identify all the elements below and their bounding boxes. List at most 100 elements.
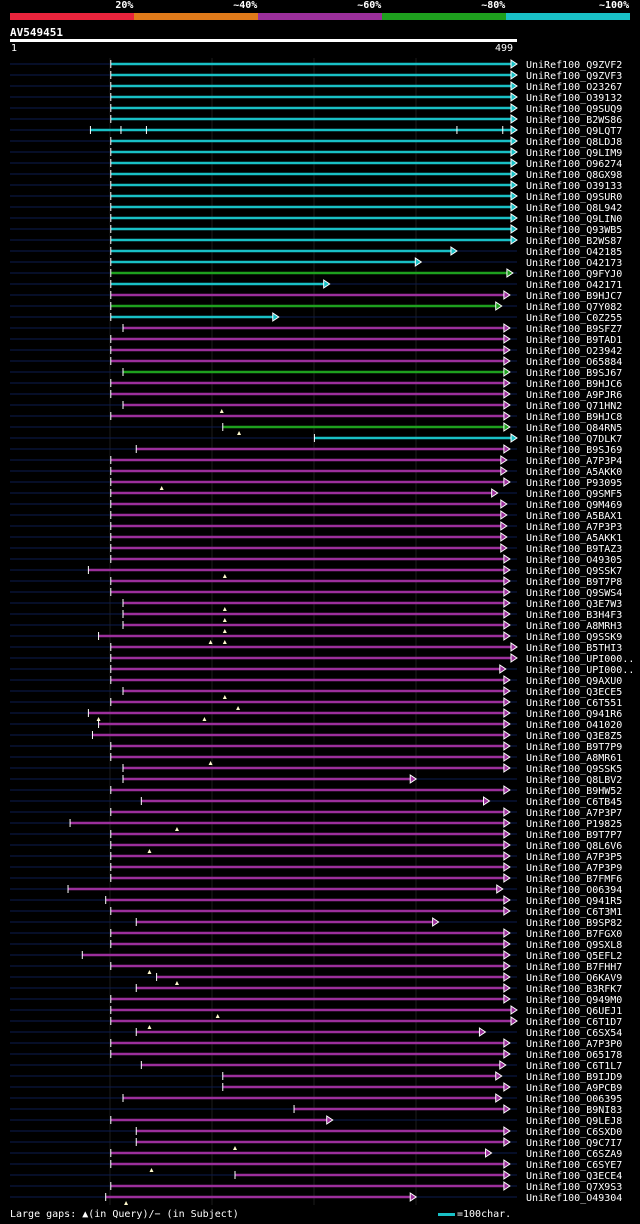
hit-label: UniRef100_Q3ECE5	[526, 687, 622, 698]
hit-arrowhead	[503, 334, 511, 344]
hit-label: UniRef100_P19825	[526, 819, 622, 830]
hit-label: UniRef100_Q9SSK9	[526, 632, 622, 643]
hit-label: UniRef100_Q9AXU0	[526, 676, 622, 687]
query-gap-marker	[147, 1025, 152, 1029]
hit-arrowhead	[503, 477, 511, 487]
hit-arrowhead	[500, 510, 508, 520]
hit-label: UniRef100_Q9ZVF2	[526, 60, 622, 71]
hit-arrowhead	[503, 851, 511, 861]
hit-label: UniRef100_B2WS87	[526, 236, 622, 247]
hit-label: UniRef100_Q9M469	[526, 500, 622, 511]
hit-arrowhead	[478, 1027, 487, 1037]
hit-arrowhead	[503, 1170, 511, 1180]
hit-arrowhead	[503, 422, 511, 432]
hit-arrowhead	[503, 1126, 511, 1136]
hit-arrowhead	[485, 1148, 493, 1158]
hit-label: UniRef100_Q8GX98	[526, 170, 622, 181]
hit-arrowhead	[510, 59, 518, 69]
hit-label: UniRef100_B9IJD9	[526, 1072, 622, 1083]
hit-arrowhead	[510, 224, 518, 234]
hit-arrowhead	[503, 840, 511, 850]
gaps-separator: /	[148, 1209, 155, 1220]
hit-label: UniRef100_Q9LIM9	[526, 148, 622, 159]
hit-label: UniRef100_C6SX54	[526, 1028, 622, 1039]
hit-label: UniRef100_O42173	[526, 258, 622, 269]
hit-label: UniRef100_O49304	[526, 1193, 622, 1204]
hit-arrowhead	[495, 1093, 503, 1103]
hit-arrowhead	[510, 169, 518, 179]
hit-label: UniRef100_C6SZA9	[526, 1149, 622, 1160]
hit-arrowhead	[503, 961, 511, 971]
hit-label: UniRef100_B9SFZ7	[526, 324, 622, 335]
hit-arrowhead	[503, 950, 511, 960]
hit-label: UniRef100_B9SJ67	[526, 368, 622, 379]
query-bar	[10, 39, 517, 42]
hit-arrowhead	[503, 708, 511, 718]
hit-arrowhead	[503, 928, 511, 938]
hit-label: UniRef100_A8MRH3	[526, 621, 622, 632]
hit-arrowhead	[503, 675, 511, 685]
hit-arrowhead	[500, 521, 508, 531]
legend-segment	[134, 13, 258, 20]
hit-label: UniRef100_A9PJR6	[526, 390, 622, 401]
hit-arrowhead	[510, 103, 518, 113]
scale-legend: =100char.	[438, 1209, 511, 1220]
hit-arrowhead	[503, 686, 511, 696]
hit-label: UniRef100_A7P3P4	[526, 456, 622, 467]
hit-arrowhead	[503, 389, 511, 399]
hit-arrowhead	[503, 345, 511, 355]
hit-label: UniRef100_B9NI83	[526, 1105, 622, 1116]
hit-arrowhead	[510, 92, 518, 102]
hit-arrowhead	[503, 730, 511, 740]
hit-arrowhead	[500, 466, 508, 476]
gaps-prefix: Large gaps:	[10, 1209, 83, 1220]
hit-arrowhead	[510, 642, 518, 652]
hit-label: UniRef100_B9TAZ3	[526, 544, 622, 555]
hit-arrowhead	[503, 1049, 511, 1059]
legend-segment	[506, 13, 630, 20]
hit-label: UniRef100_Q9SWS4	[526, 588, 622, 599]
hit-arrowhead	[503, 631, 511, 641]
hit-label: UniRef100_O65884	[526, 357, 622, 368]
hit-arrowhead	[503, 697, 511, 707]
hit-label: UniRef100_A7P3P7	[526, 808, 622, 819]
query-gap-marker	[222, 640, 227, 644]
hit-label: UniRef100_O06395	[526, 1094, 622, 1105]
identity-legend-bar	[10, 13, 630, 20]
hit-label: UniRef100_Q9SUQ9	[526, 104, 622, 115]
hit-arrowhead	[503, 752, 511, 762]
hit-arrowhead	[503, 1181, 511, 1191]
query-name: AV549451	[10, 26, 63, 39]
hit-arrowhead	[503, 323, 511, 333]
hit-arrowhead	[503, 862, 511, 872]
query-gap-marker	[222, 695, 227, 699]
hit-arrowhead	[409, 1192, 418, 1202]
hit-arrowhead	[510, 191, 518, 201]
hit-label: UniRef100_B5THI3	[526, 643, 622, 654]
hit-arrowhead	[503, 400, 511, 410]
hit-label: UniRef100_O49305	[526, 555, 622, 566]
hit-arrowhead	[510, 433, 518, 443]
hit-arrowhead	[503, 1159, 511, 1169]
hit-label: UniRef100_Q9SXL8	[526, 940, 622, 951]
query-end-label: 499	[495, 43, 514, 54]
hit-label: UniRef100_Q9LEJ8	[526, 1116, 622, 1127]
query-gap-marker	[222, 607, 227, 611]
hit-arrowhead	[503, 290, 511, 300]
hit-label: UniRef100_C6T551	[526, 698, 622, 709]
query-gap-marker	[202, 717, 207, 721]
scale-swatch	[438, 1212, 455, 1216]
hit-label: UniRef100_Q3E8Z5	[526, 731, 622, 742]
hit-arrowhead	[506, 268, 514, 278]
hit-label: UniRef100_B9T7P9	[526, 742, 622, 753]
hit-label: UniRef100_B9HJC7	[526, 291, 622, 302]
query-gap-marker	[96, 717, 101, 721]
hit-arrowhead	[503, 1082, 511, 1092]
legend-segment	[10, 13, 134, 20]
hit-arrowhead	[450, 246, 458, 256]
hit-arrowhead	[503, 444, 511, 454]
legend-label: 20%	[115, 0, 134, 11]
hit-arrowhead	[409, 774, 418, 784]
query-gap-marker	[124, 1201, 129, 1205]
